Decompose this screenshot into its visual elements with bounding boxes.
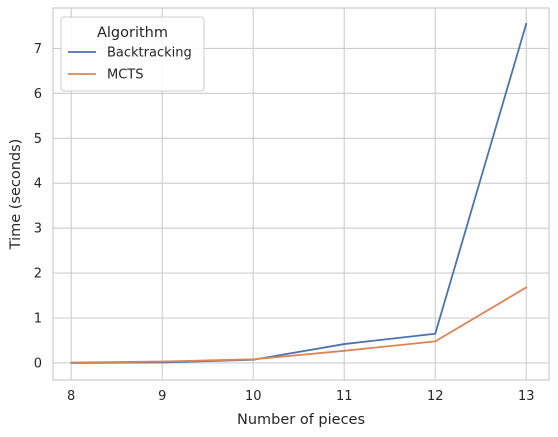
legend-title: Algorithm bbox=[97, 25, 168, 41]
y-tick-label: 1 bbox=[34, 312, 42, 327]
y-tick-label: 2 bbox=[34, 267, 42, 282]
y-tick-label: 5 bbox=[34, 132, 42, 147]
x-tick-label: 8 bbox=[67, 389, 75, 404]
x-tick-label: 13 bbox=[518, 389, 535, 404]
x-tick-label: 11 bbox=[336, 389, 353, 404]
y-tick-label: 0 bbox=[34, 356, 42, 371]
grid bbox=[53, 8, 549, 380]
series-line-mcts bbox=[70, 286, 528, 364]
y-axis-label: Time (seconds) bbox=[8, 139, 24, 251]
legend-entry-label: MCTS bbox=[107, 68, 144, 83]
y-tick-label: 7 bbox=[34, 42, 42, 57]
legend: Algorithm Backtracking MCTS bbox=[60, 16, 205, 92]
legend-box bbox=[60, 16, 205, 92]
y-tick-label: 4 bbox=[34, 177, 42, 192]
legend-entries: Backtracking MCTS bbox=[68, 46, 192, 83]
x-tick-label: 9 bbox=[158, 389, 166, 404]
y-tick-label: 6 bbox=[34, 87, 42, 102]
plot-frame bbox=[52, 7, 550, 381]
x-tick-label: 12 bbox=[427, 389, 444, 404]
y-tick-label: 3 bbox=[34, 222, 42, 237]
x-tick-label: 10 bbox=[245, 389, 262, 404]
series-layer bbox=[70, 22, 528, 364]
x-axis-label: Number of pieces bbox=[237, 412, 365, 428]
legend-entry-label: Backtracking bbox=[107, 46, 192, 61]
